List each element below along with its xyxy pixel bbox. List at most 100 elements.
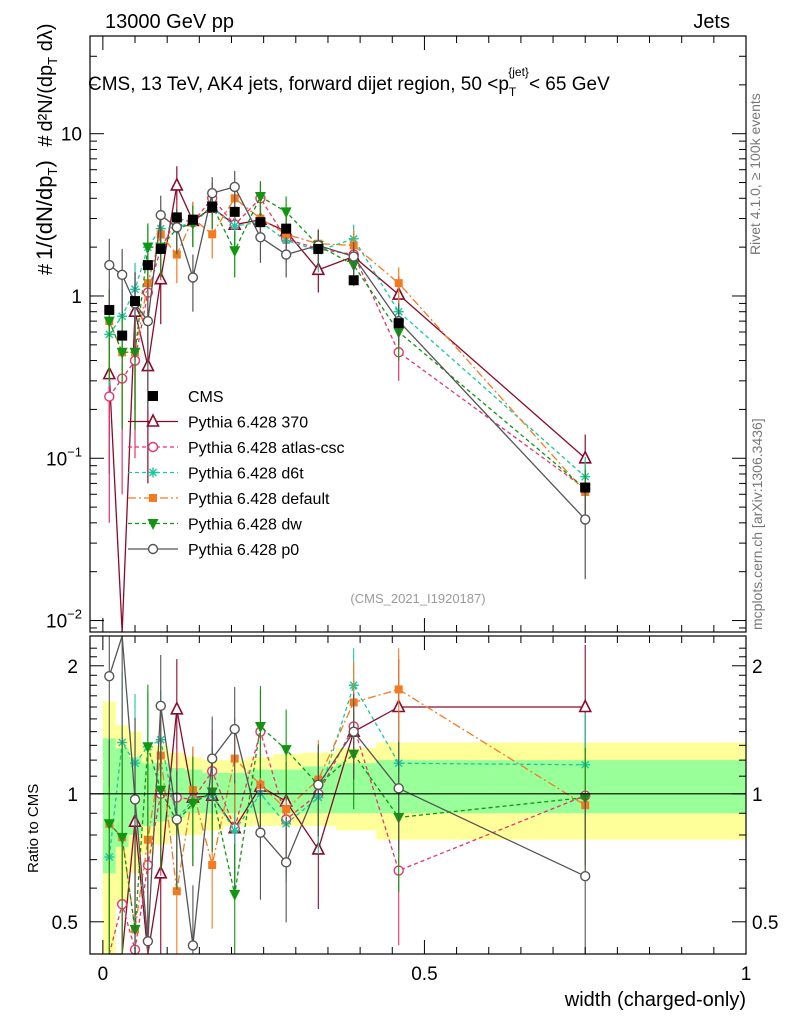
cms-data [104, 201, 591, 493]
data-point [155, 209, 166, 221]
ratio-tick-label-right: 0.5 [752, 913, 778, 934]
ratio-point [282, 805, 291, 814]
ratio-point [155, 700, 166, 712]
energy-label: 13000 GeV pp [105, 11, 234, 33]
legend-marker [147, 519, 159, 530]
ratio-point [280, 745, 292, 757]
mcplots-label: mcplots.cern.ch [arXiv:1306.3436] [749, 418, 765, 630]
series-line [108, 197, 586, 490]
cms-point [313, 243, 324, 254]
ratio-tick-label-right: 1 [752, 785, 763, 806]
legend-label: Pythia 6.428 d6t [188, 466, 304, 483]
rivet-label: Rivet 4.1.0, ≥ 100k events [747, 93, 763, 255]
series-line [108, 186, 586, 520]
y-axis-label-main: #1/(dN/dpT) #d²N/(dpT dλ) [32, 24, 60, 275]
ratio-point [172, 887, 181, 896]
ratio-tick-label-right: 2 [752, 657, 763, 678]
ratio-point [155, 785, 167, 797]
ratio-point [280, 857, 292, 868]
y-tick-label: 10−2 [46, 607, 82, 633]
cms-point [130, 296, 141, 307]
svg-text:#1/(dN/dpT) #d²N/(dpT: #1/(dN/dpT) #d²N/(dpT dλ) [32, 24, 60, 275]
legend-label: Pythia 6.428 p0 [188, 542, 299, 559]
data-point [170, 177, 184, 191]
ratio-point [229, 723, 240, 735]
ratio-point [254, 721, 266, 733]
data-point [103, 316, 115, 328]
x-tick-label: 0 [98, 964, 109, 985]
cms-point [348, 275, 359, 286]
cms-point [255, 217, 266, 228]
cms-point [142, 260, 153, 271]
ratio-point [580, 871, 591, 882]
ratio-uncertainty-bands [102, 701, 746, 954]
data-point [116, 269, 128, 281]
cms-point [229, 206, 240, 217]
cms-point [187, 214, 198, 225]
category-label: Jets [693, 11, 730, 33]
data-point [348, 251, 359, 262]
data-point [142, 242, 154, 254]
ratio-point [103, 819, 115, 831]
data-point [116, 347, 128, 359]
x-tick-label: 1 [741, 964, 752, 985]
ratio-point [116, 832, 128, 844]
legend-item-1: Pythia 6.428 370 [128, 413, 308, 432]
legend: CMS Pythia 6.428 370 Pythia 6.428 atlas-cs… [128, 389, 345, 559]
ratio-point [129, 794, 141, 805]
ratio-series-layer [90, 635, 746, 955]
series-6 [104, 170, 591, 580]
y-tick-label: 1 [71, 287, 82, 308]
legend-marker [149, 494, 157, 502]
data-point [104, 391, 115, 402]
data-point [394, 279, 403, 288]
legend-marker [148, 391, 158, 401]
data-point [187, 272, 199, 283]
legend-marker [146, 413, 160, 427]
ratio-tick-label-left: 1 [67, 785, 78, 806]
data-point [104, 259, 115, 271]
data-point [171, 222, 183, 233]
legend-item-6: Pythia 6.428 p0 [128, 542, 299, 559]
ratio-point [393, 783, 404, 794]
legend-marker [147, 543, 159, 555]
ratio-series-6 [104, 635, 591, 954]
data-point [142, 315, 154, 327]
cms-point [171, 212, 182, 223]
legend-item-3: Pythia 6.428 d6t [128, 466, 304, 483]
y-tick-label: 10 [61, 125, 82, 146]
legend-label: Pythia 6.428 370 [188, 415, 308, 432]
legend-marker [147, 441, 159, 453]
data-point [229, 181, 240, 193]
data-point [580, 514, 591, 525]
main-series-layer [102, 166, 593, 633]
ratio-point [187, 798, 199, 810]
svg-text:CMS, 13 TeV, AK4 jets, forward: CMS, 13 TeV, AK4 jets, forward dijet reg… [88, 65, 610, 99]
ratio-axis-label: Ratio to CMS [25, 784, 42, 873]
ratio-band-green [336, 763, 377, 814]
analysis-label: (CMS_2021_I1920187) [350, 591, 485, 606]
data-point [280, 249, 292, 260]
ratio-point [142, 936, 154, 947]
cms-point [393, 318, 404, 329]
ratio-point [170, 701, 184, 715]
legend-label: Pythia 6.428 default [188, 491, 330, 508]
data-point [208, 230, 217, 239]
legend-label: Pythia 6.428 atlas-csc [188, 440, 345, 457]
ratio-band-green [491, 760, 746, 814]
series-4 [105, 182, 590, 520]
legend-item-4: Pythia 6.428 default [128, 491, 330, 508]
y-tick-label: 10−1 [46, 444, 82, 470]
series-line [108, 197, 586, 493]
x-axis-label: width (charged-only) [564, 989, 746, 1011]
data-point [282, 230, 291, 239]
plot-title: CMS, 13 TeV, AK4 jets, forward dijet reg… [88, 65, 610, 99]
cms-point [104, 304, 115, 315]
ratio-point [206, 753, 218, 764]
ratio-point [348, 726, 359, 737]
legend-item-5: Pythia 6.428 dw [128, 517, 302, 534]
ratio-point [255, 827, 266, 838]
ratio-tick-label-left: 2 [67, 657, 78, 678]
